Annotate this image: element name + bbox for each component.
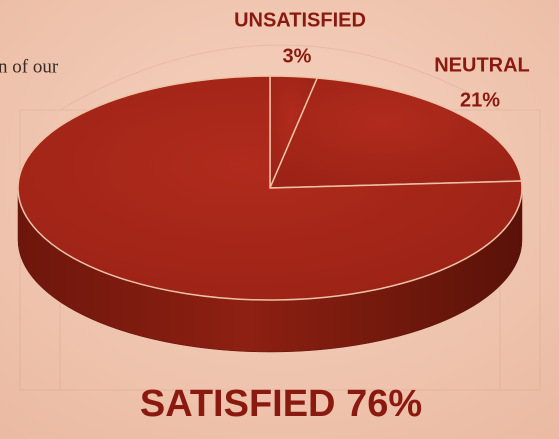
category-label: SATISFIED — [140, 383, 336, 425]
pie — [17, 75, 523, 353]
satisfied-label: SATISFIED 76% — [140, 383, 422, 425]
background-text: n of our — [0, 56, 59, 77]
category-label: NEUTRAL — [434, 54, 530, 76]
pie-slice — [269, 77, 523, 189]
category-label: UNSATISFIED — [234, 9, 366, 31]
value-label: 76% — [346, 383, 422, 425]
pie-slice — [17, 75, 523, 301]
value-label: 21% — [460, 89, 500, 111]
value-label: 3% — [283, 45, 312, 67]
